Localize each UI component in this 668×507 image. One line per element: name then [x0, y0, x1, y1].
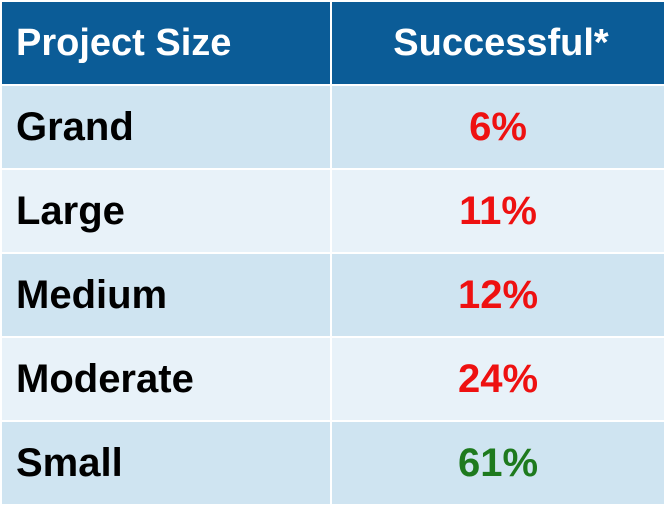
column-header-successful: Successful*: [393, 21, 609, 64]
table-row: Grand 6%: [2, 86, 664, 170]
success-rate-cell: 24%: [457, 356, 539, 401]
table-row: Moderate 24%: [2, 338, 664, 422]
table-header-row: Project Size Successful*: [2, 2, 664, 86]
success-rate-cell: 6%: [469, 104, 527, 149]
project-size-cell: Large: [2, 170, 332, 252]
project-size-cell: Moderate: [2, 338, 332, 420]
success-rate-cell: 61%: [457, 440, 539, 485]
table-row: Medium 12%: [2, 254, 664, 338]
column-header-project-size: Project Size: [2, 2, 332, 84]
table-row: Large 11%: [2, 170, 664, 254]
success-rate-cell: 11%: [459, 188, 537, 233]
table-row: Small 61%: [2, 422, 664, 504]
project-size-cell: Small: [2, 422, 332, 504]
project-size-cell: Grand: [2, 86, 332, 168]
success-rate-cell: 12%: [457, 272, 539, 317]
project-size-cell: Medium: [2, 254, 332, 336]
